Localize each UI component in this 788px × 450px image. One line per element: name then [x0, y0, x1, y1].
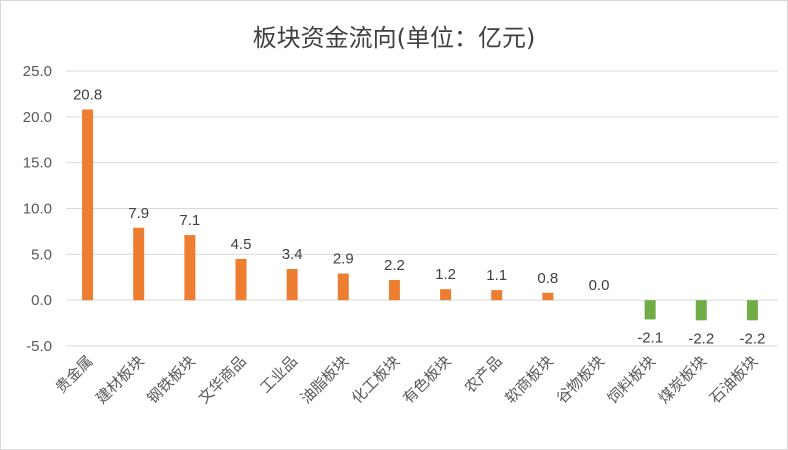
x-tick-label: 有色板块 [399, 352, 454, 407]
x-tick-label: 饲料板块 [604, 352, 659, 407]
bar [337, 273, 349, 301]
data-label: 1.1 [486, 267, 507, 284]
y-tick-label: 20.0 [23, 109, 52, 126]
data-label: 7.9 [128, 205, 149, 222]
data-label: 2.9 [333, 251, 354, 268]
y-tick-label: 10.0 [23, 201, 52, 218]
data-label: 2.2 [384, 257, 405, 274]
data-label: -2.2 [739, 330, 765, 347]
y-tick-label: 5.0 [31, 246, 52, 263]
data-label: 0.0 [589, 277, 610, 294]
data-label: -2.1 [637, 329, 663, 346]
x-tick-label: 石油板块 [706, 352, 761, 407]
x-tick-label: 文华商品 [195, 352, 250, 407]
x-tick-label: 贵金属 [52, 352, 97, 397]
data-label: 1.2 [435, 266, 456, 283]
bar [491, 290, 503, 301]
data-label: 20.8 [73, 87, 102, 104]
y-tick-label: 25.0 [23, 63, 52, 80]
bar [286, 269, 298, 301]
data-label: 7.1 [179, 212, 200, 229]
bar [644, 300, 656, 320]
bar [695, 300, 707, 321]
bar [184, 235, 196, 301]
bar [440, 289, 452, 301]
bar [388, 280, 400, 301]
y-tick-label: 0.0 [31, 292, 52, 309]
chart-title: 板块资金流向(单位：亿元) [252, 24, 536, 52]
x-tick-label: 煤炭板块 [655, 352, 710, 407]
data-label: -2.2 [688, 330, 714, 347]
x-tick-label: 农产品 [461, 352, 506, 397]
data-label: 3.4 [282, 246, 303, 263]
bar [235, 258, 247, 301]
bar [746, 300, 758, 321]
x-tick-label: 谷物板块 [553, 352, 608, 407]
x-tick-label: 钢铁板块 [144, 352, 199, 407]
bar [82, 109, 94, 301]
x-tick-label: 软商板块 [502, 352, 557, 407]
y-tick-label: -5.0 [26, 338, 52, 355]
x-tick-label: 油脂板块 [297, 352, 352, 407]
x-tick-label: 工业品 [256, 352, 301, 397]
bar [133, 227, 145, 301]
bar [542, 292, 554, 301]
x-tick-label: 化工板块 [348, 352, 403, 407]
data-label: 4.5 [231, 236, 252, 253]
data-label: 0.8 [537, 270, 558, 287]
x-tick-label: 建材板块 [92, 352, 147, 407]
y-tick-label: 15.0 [23, 155, 52, 172]
